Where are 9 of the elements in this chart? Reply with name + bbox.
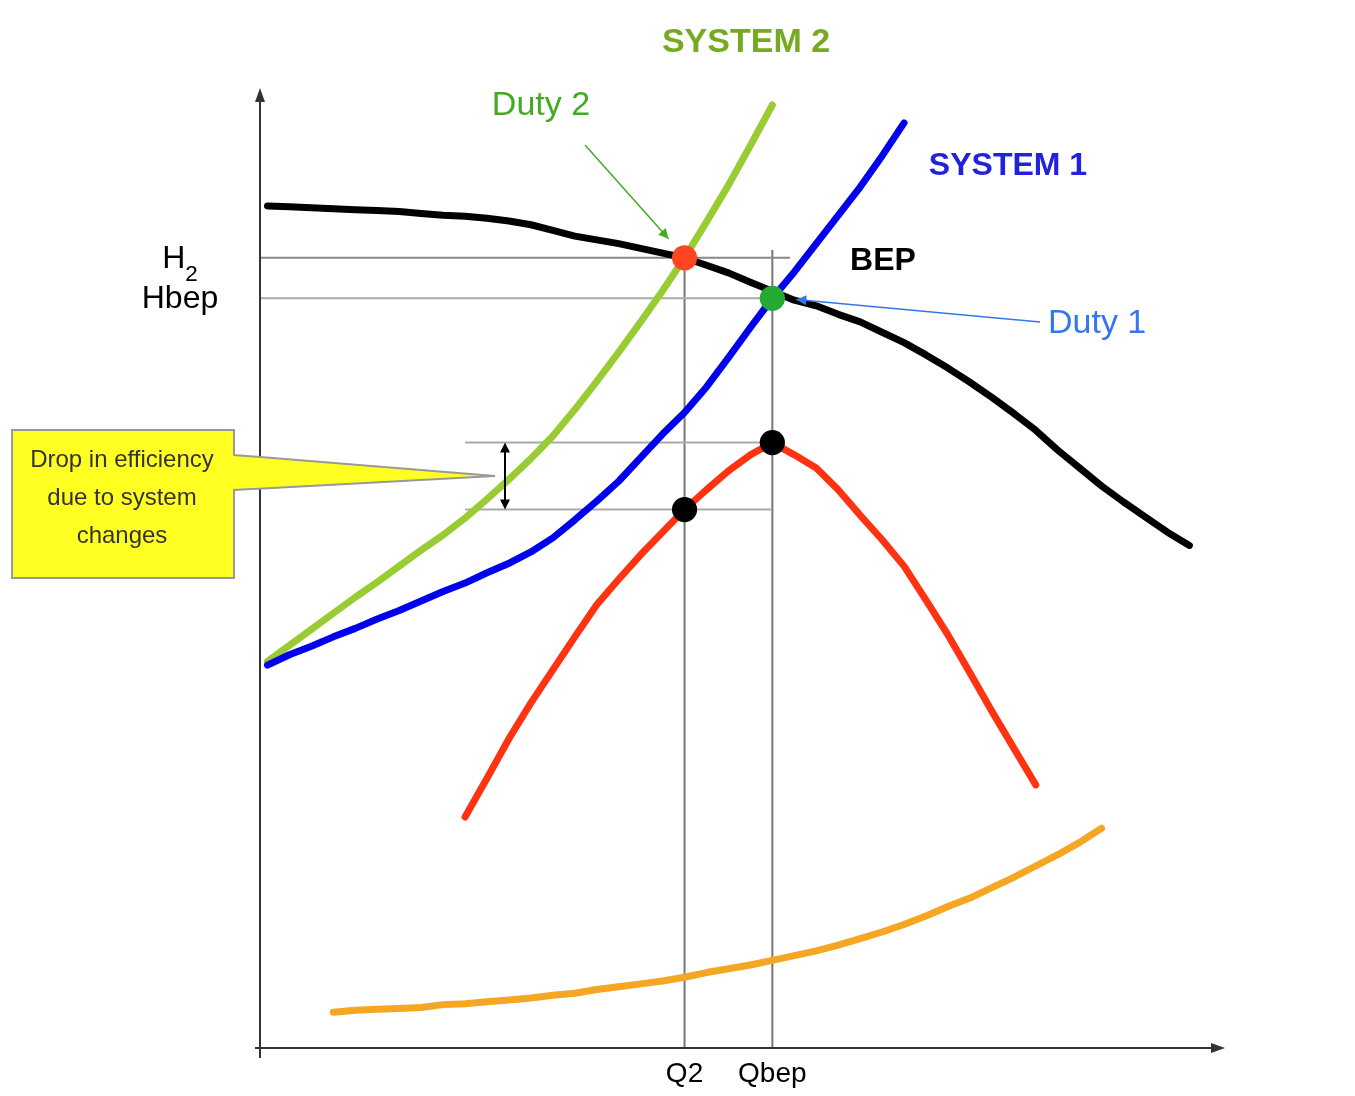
- ref-line-label: H$_{2}$: [162, 238, 198, 286]
- x-tick-label: Q2: [665, 1057, 704, 1088]
- text: Drop in efficiency due to system changes: [30, 445, 214, 548]
- annotation: BEP: [850, 241, 916, 277]
- x-tick-label: Qbep: [738, 1057, 807, 1088]
- text: SYSTEM 2: [661, 21, 831, 59]
- annotation: Duty 2: [491, 84, 591, 122]
- annotation: SYSTEM 1: [928, 146, 1088, 182]
- annotation: Duty 1: [1048, 302, 1147, 340]
